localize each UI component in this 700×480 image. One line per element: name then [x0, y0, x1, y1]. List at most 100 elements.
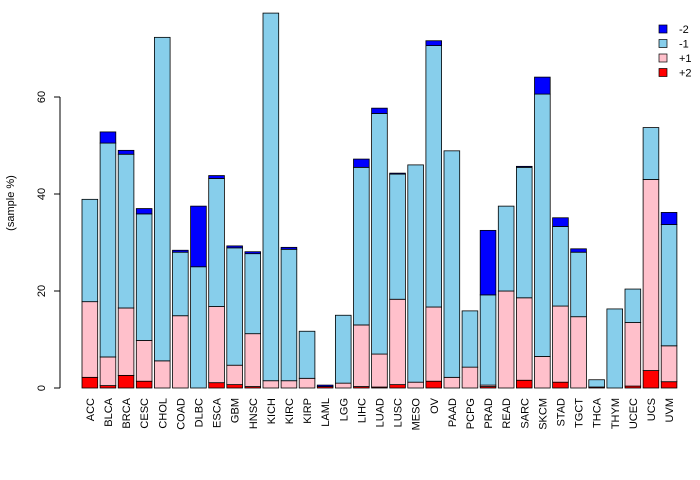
- bar-prad-minus2: [479, 229, 497, 296]
- bar-brca-plus2: [117, 374, 135, 389]
- x-tick-label: SARC: [519, 398, 531, 429]
- x-tick-label: PAAD: [447, 398, 459, 427]
- x-tick-label: TGCT: [574, 398, 586, 428]
- bar-esca-plus1: [208, 306, 225, 384]
- bar-lusc-minus2: [389, 172, 406, 175]
- bar-luad-plus1: [371, 353, 388, 388]
- bar-acc-minus1: [81, 198, 99, 303]
- bar-dlbc-minus1: [190, 266, 207, 389]
- bar-chol-minus1: [153, 36, 171, 362]
- bar-laml-minus2: [316, 384, 334, 387]
- bar-hnsc-minus2: [244, 251, 261, 255]
- x-tick-label: OV: [429, 397, 441, 414]
- bar-brca-plus1: [117, 307, 135, 376]
- bar-cesc-minus2: [135, 208, 153, 215]
- bar-luad-minus2: [371, 107, 388, 114]
- x-tick-label: COAD: [175, 398, 187, 430]
- bar-dlbc-minus2: [190, 205, 207, 268]
- x-tick-label: DLBC: [193, 398, 205, 427]
- bar-prad-minus1: [479, 294, 497, 386]
- bar-ov-plus2: [425, 380, 442, 389]
- x-tick-label: MESO: [411, 398, 423, 431]
- bar-lihc-plus1: [353, 324, 370, 387]
- x-tick-label: KIRP: [302, 398, 314, 424]
- legend-label: -1: [679, 39, 689, 51]
- bar-kirc-minus2: [280, 246, 298, 250]
- x-tick-label: BLCA: [103, 397, 115, 426]
- x-tick-label: STAD: [555, 398, 567, 427]
- bar-sarc-plus1: [516, 297, 533, 381]
- legend-swatch: [658, 68, 668, 77]
- bar-brca-minus1: [117, 153, 135, 309]
- bar-read-plus1: [497, 290, 515, 389]
- bar-sarc-minus1: [516, 166, 533, 299]
- bar-ucec-minus1: [624, 288, 642, 323]
- bar-sarc-plus2: [516, 379, 533, 389]
- bar-ucs-plus1: [642, 179, 660, 371]
- bar-brca-minus2: [117, 149, 135, 155]
- bar-paad-plus1: [443, 376, 461, 389]
- bar-kirc-minus1: [280, 248, 298, 382]
- bar-meso-minus1: [407, 164, 424, 383]
- legend-swatch: [658, 39, 668, 48]
- bar-lgg-plus1: [334, 382, 352, 389]
- bar-cesc-plus1: [135, 340, 153, 382]
- bar-kich-plus1: [262, 380, 280, 389]
- bar-tgct-minus1: [570, 251, 587, 318]
- bar-esca-minus1: [208, 178, 225, 307]
- bar-uvm-plus1: [660, 345, 678, 383]
- x-tick-label: GBM: [230, 398, 242, 423]
- bar-ov-minus2: [425, 40, 442, 46]
- bar-coad-minus2: [172, 249, 189, 253]
- bar-chol-plus1: [153, 360, 171, 389]
- x-tick-label: CESC: [139, 398, 151, 429]
- bar-cesc-minus1: [135, 213, 153, 341]
- x-tick-label: THCA: [592, 397, 604, 428]
- x-tick-label: READ: [501, 398, 513, 429]
- bar-kirc-plus1: [280, 380, 298, 389]
- x-tick-label: SKCM: [537, 398, 549, 430]
- bar-skcm-plus1: [534, 356, 551, 389]
- bar-sarc-minus2: [516, 165, 533, 168]
- bar-cesc-plus2: [135, 380, 153, 389]
- bar-coad-minus1: [172, 251, 189, 317]
- bar-ucs-minus1: [642, 127, 660, 180]
- bar-ov-plus1: [425, 306, 442, 382]
- x-tick-label: LUSC: [393, 398, 405, 427]
- x-tick-label: THYM: [610, 398, 622, 429]
- bar-kirp-plus1: [298, 377, 316, 389]
- legend-swatch: [658, 53, 668, 63]
- x-tick-label: LUAD: [374, 398, 386, 427]
- bar-acc-plus2: [81, 376, 99, 389]
- x-tick-label: LAML: [320, 398, 332, 427]
- x-tick-label: PRAD: [483, 398, 495, 429]
- x-tick-label: LIHC: [356, 398, 368, 423]
- bar-hnsc-plus1: [244, 333, 261, 387]
- bar-luad-minus1: [371, 113, 388, 355]
- bar-coad-plus1: [172, 315, 189, 389]
- bar-pcpg-plus1: [461, 366, 479, 389]
- x-tick-label: LGG: [338, 398, 350, 421]
- bar-gbm-minus2: [226, 245, 243, 249]
- bar-ov-minus1: [425, 45, 442, 308]
- x-tick-label: BRCA: [121, 397, 133, 428]
- bar-uvm-plus2: [660, 381, 678, 389]
- x-tick-label: KICH: [266, 398, 278, 424]
- bar-blca-plus1: [99, 356, 117, 386]
- bar-blca-minus2: [99, 131, 117, 144]
- bar-hnsc-minus1: [244, 253, 261, 335]
- bar-stad-minus1: [552, 226, 569, 307]
- bar-esca-plus2: [208, 382, 225, 389]
- x-tick-label: KIRC: [284, 398, 296, 424]
- legend-swatch: [658, 24, 668, 34]
- bar-gbm-minus1: [226, 247, 243, 366]
- bar-ucec-plus1: [624, 322, 642, 387]
- bar-lihc-minus1: [353, 166, 370, 326]
- bar-paad-minus1: [443, 150, 461, 378]
- x-tick-label: PCPG: [465, 398, 477, 429]
- x-tick-label: ACC: [85, 398, 97, 421]
- bar-stad-plus2: [552, 381, 569, 389]
- y-tick-label: 0: [36, 385, 48, 391]
- bar-gbm-plus1: [226, 364, 243, 386]
